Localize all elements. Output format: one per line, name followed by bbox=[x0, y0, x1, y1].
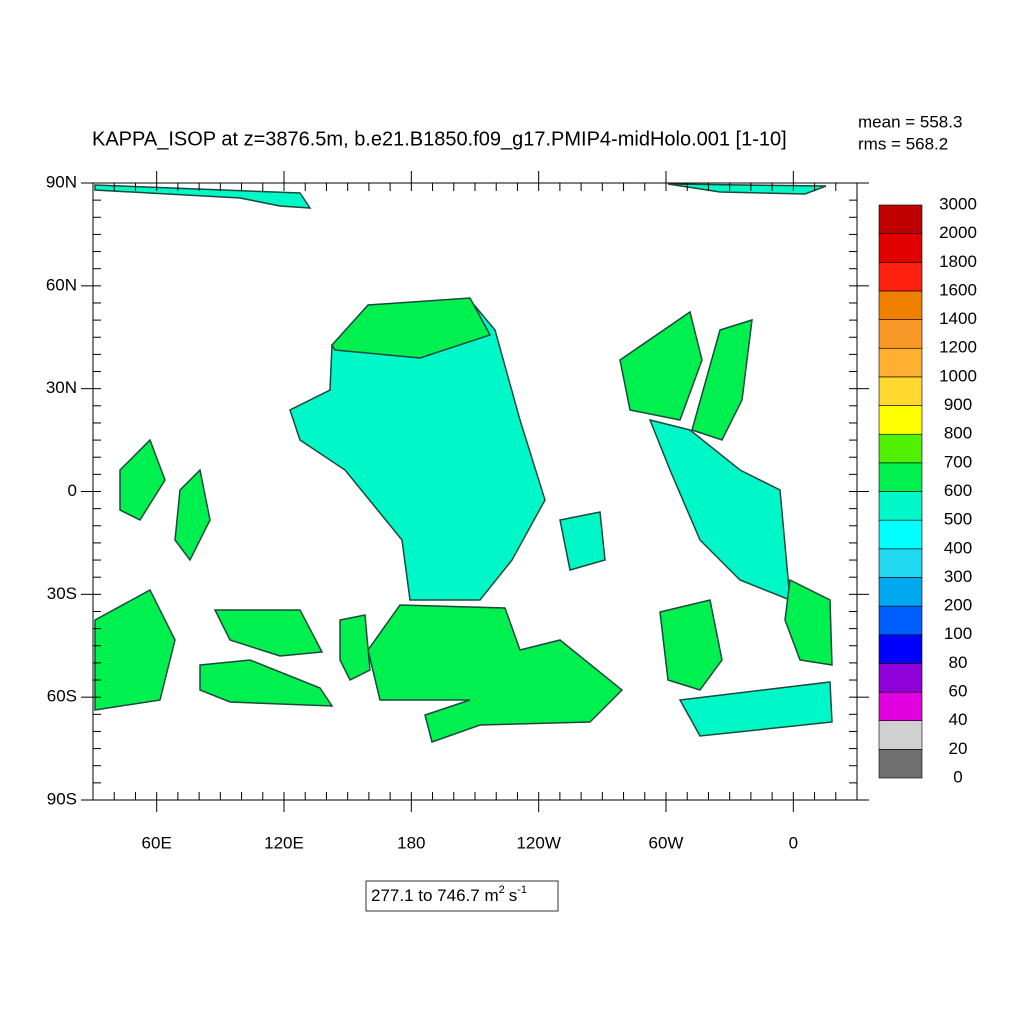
colorbar-box bbox=[878, 491, 923, 521]
x-tick-label: 60E bbox=[142, 833, 172, 852]
unit: m bbox=[484, 886, 498, 905]
colorbar-label: 1400 bbox=[939, 309, 977, 328]
colorbar-box bbox=[878, 405, 923, 435]
y-tick-label: 30S bbox=[47, 584, 77, 603]
landmass bbox=[331, 297, 492, 359]
colorbar-label: 40 bbox=[949, 710, 968, 729]
colorbar-box bbox=[878, 347, 923, 378]
colorbar-box bbox=[878, 663, 923, 693]
colorbar-label: 300 bbox=[944, 567, 972, 586]
landmass bbox=[119, 438, 166, 521]
colorbar-label: 1200 bbox=[939, 338, 977, 357]
arctic-strip bbox=[667, 183, 827, 195]
colorbar-label: 500 bbox=[944, 510, 972, 529]
landmass bbox=[367, 604, 624, 743]
unit-exponent: 2 bbox=[499, 884, 505, 896]
y-tick-label: 90N bbox=[46, 172, 77, 191]
arctic-strip bbox=[94, 184, 312, 209]
y-tick-label: 0 bbox=[68, 481, 77, 500]
colorbar-label: 200 bbox=[944, 596, 972, 615]
y-tick-label: 60S bbox=[47, 687, 77, 706]
landmass bbox=[784, 578, 833, 666]
landmass bbox=[678, 681, 833, 737]
unit-exponent: -1 bbox=[517, 884, 527, 896]
colorbar-label: 80 bbox=[949, 653, 968, 672]
x-tick-label: 120W bbox=[516, 833, 560, 852]
colorbar-box bbox=[878, 634, 923, 664]
colorbar-box bbox=[878, 720, 923, 750]
colorbar-label: 1600 bbox=[939, 280, 977, 299]
colorbar-box bbox=[878, 605, 923, 636]
colorbar-label: 1800 bbox=[939, 252, 977, 271]
colorbar-label: 800 bbox=[944, 424, 972, 443]
colorbar-label: 3000 bbox=[939, 194, 977, 213]
landmass bbox=[619, 310, 703, 421]
colorbar-label: 0 bbox=[953, 767, 962, 786]
range-values: 277.1 to 746.7 bbox=[371, 886, 480, 905]
rms-text: rms = 568.2 bbox=[858, 134, 948, 153]
land-shapes bbox=[94, 183, 833, 743]
unit: s bbox=[509, 886, 518, 905]
colorbar-label: 100 bbox=[944, 624, 972, 643]
colorbar-box bbox=[878, 433, 923, 464]
range-box-frame bbox=[365, 880, 559, 912]
y-tick-label: 30N bbox=[46, 378, 77, 397]
y-tick-label: 90S bbox=[47, 789, 77, 808]
mean-text: mean = 558.3 bbox=[858, 112, 962, 131]
colorbar-label: 400 bbox=[944, 538, 972, 557]
landmass bbox=[659, 599, 723, 691]
colorbar-box bbox=[878, 749, 923, 779]
colorbar-label: 2000 bbox=[939, 223, 977, 242]
colorbar-box bbox=[878, 261, 923, 292]
colorbar-box bbox=[878, 204, 923, 234]
colorbar-box bbox=[878, 519, 923, 550]
range-box: 277.1 to 746.7 m2 s-1 bbox=[365, 880, 559, 912]
landmass bbox=[339, 614, 371, 682]
colorbar-box bbox=[878, 376, 923, 406]
landmass bbox=[691, 318, 753, 441]
landmass bbox=[94, 588, 176, 711]
landmass bbox=[289, 299, 546, 601]
colorbar-label: 600 bbox=[944, 481, 972, 500]
y-tick-label: 60N bbox=[46, 275, 77, 294]
colorbar-box bbox=[878, 233, 923, 263]
colorbar-label: 700 bbox=[944, 452, 972, 471]
colorbar-label: 900 bbox=[944, 395, 972, 414]
range-text: 277.1 to 746.7 m2 s-1 bbox=[371, 884, 527, 906]
x-tick-label: 120E bbox=[264, 833, 304, 852]
colorbar-box bbox=[878, 290, 923, 320]
landmass bbox=[174, 468, 211, 562]
landmass bbox=[648, 418, 791, 602]
colorbar-box bbox=[878, 462, 923, 492]
colorbar-box bbox=[878, 548, 923, 578]
colorbar-box bbox=[878, 691, 923, 721]
x-tick-label: 180 bbox=[397, 833, 425, 852]
x-tick-label: 0 bbox=[789, 833, 798, 852]
landmass bbox=[199, 659, 334, 707]
colorbar-label: 20 bbox=[949, 739, 968, 758]
colorbar-label: 1000 bbox=[939, 366, 977, 385]
landmass bbox=[559, 511, 606, 571]
colorbar-label: 60 bbox=[949, 682, 968, 701]
chart-title: KAPPA_ISOP at z=3876.5m, b.e21.B1850.f09… bbox=[92, 128, 787, 150]
colorbar-box bbox=[878, 577, 923, 607]
x-tick-label: 60W bbox=[649, 833, 684, 852]
colorbar-box bbox=[878, 319, 923, 349]
landmass bbox=[213, 609, 324, 657]
